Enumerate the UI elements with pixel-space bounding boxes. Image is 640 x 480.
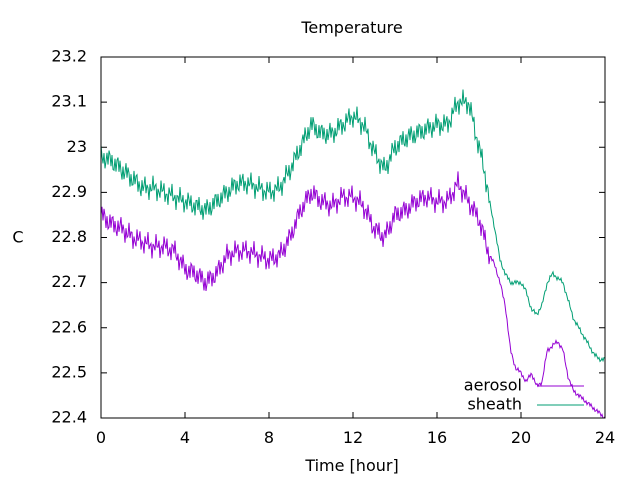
y-tick-label: 22.9 — [51, 182, 87, 201]
x-tick-label: 20 — [511, 428, 531, 447]
legend-label-sheath: sheath — [467, 395, 522, 414]
chart-title: Temperature — [300, 18, 402, 37]
y-tick-label: 23.2 — [51, 47, 87, 66]
x-tick-label: 12 — [343, 428, 363, 447]
y-tick-label: 22.5 — [51, 362, 87, 381]
series-line-sheath — [100, 89, 606, 363]
x-tick-label: 16 — [427, 428, 447, 447]
y-tick-label: 23 — [67, 137, 87, 156]
series-line-aerosol — [100, 171, 606, 419]
legend-label-aerosol: aerosol — [464, 376, 522, 395]
x-tick-label: 24 — [595, 428, 615, 447]
y-tick-label: 22.7 — [51, 272, 87, 291]
x-tick-label: 4 — [180, 428, 190, 447]
y-tick-label: 22.4 — [51, 408, 87, 427]
x-axis-label: Time [hour] — [304, 456, 398, 475]
axis-ticks: 22.4 22.5 22.6 22.7 22.8 22.9 23 23.1 23.2 0 4 8 12 1… — [51, 47, 615, 448]
x-tick-label: 0 — [96, 428, 106, 447]
y-tick-label: 22.6 — [51, 317, 87, 336]
plot-frame — [100, 56, 606, 419]
series-layer — [100, 89, 606, 419]
x-tick-label: 8 — [264, 428, 274, 447]
y-tick-label: 23.1 — [51, 92, 87, 111]
y-tick-label: 22.8 — [51, 227, 87, 246]
y-axis-label: C — [12, 228, 23, 247]
